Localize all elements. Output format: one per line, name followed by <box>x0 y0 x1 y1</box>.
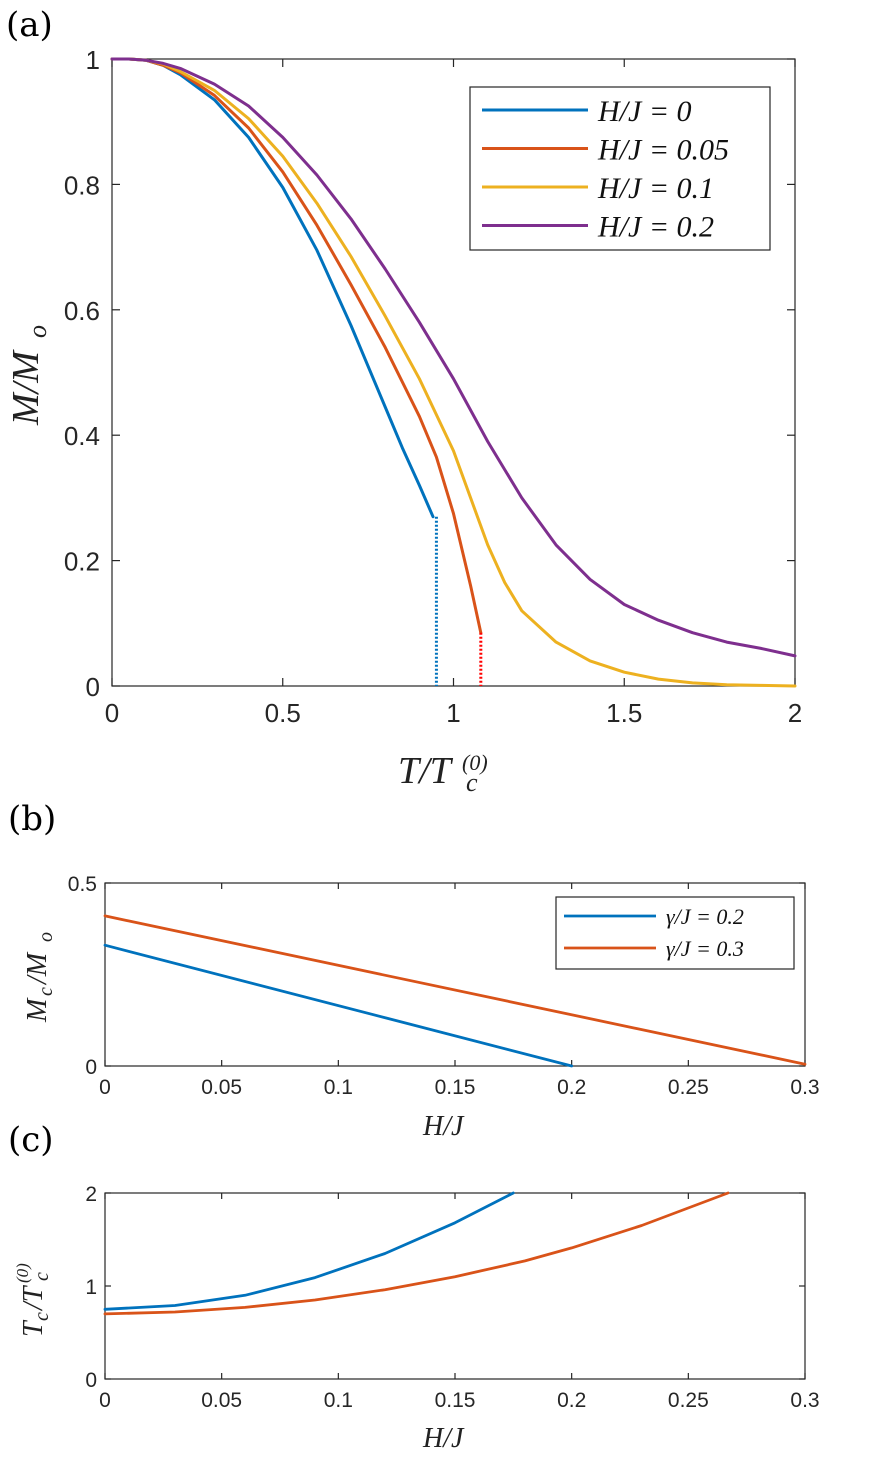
series-line-0 <box>103 943 574 1068</box>
legend-label: H/J = 0.05 <box>597 134 729 167</box>
chart-b: 0 0.05 0.1 0.15 0.2 0.25 0.3 0 0.5 γ/J = 0.2 γ/J =… <box>68 873 820 1099</box>
chart-c: 0 0.05 0.1 0.15 0.2 0.25 0.3 0 1 2 <box>85 1183 819 1412</box>
legend-label: γ/J = 0.2 <box>666 904 744 929</box>
x-tick-label: 0.15 <box>435 1076 476 1099</box>
svg-text:T/T: T/T <box>398 750 454 792</box>
xlabel-b: H/J <box>422 1111 465 1142</box>
x-tick-label: 0.5 <box>265 698 301 728</box>
svg-text:T: T <box>18 1319 49 1337</box>
x-tick-label: 0.05 <box>201 1076 242 1099</box>
panel-label-b: (b) <box>8 799 56 839</box>
y-tick-label: 0.5 <box>68 873 97 896</box>
y-tick-label: 0.2 <box>64 547 100 577</box>
svg-text:(0): (0) <box>13 1263 32 1283</box>
y-tick-label: 0 <box>85 1056 97 1079</box>
x-tick-label: 0.3 <box>790 1076 819 1099</box>
legend-label: H/J = 0.2 <box>597 211 714 244</box>
x-tick-label: 2 <box>788 698 802 728</box>
svg-text:o: o <box>23 325 52 338</box>
x-tick-label: 0.15 <box>435 1389 476 1412</box>
svg-text:c: c <box>31 1312 53 1321</box>
y-tick-label: 0.6 <box>64 296 100 326</box>
legend-box <box>469 86 771 251</box>
svg-text:c: c <box>466 768 478 797</box>
plot-frame <box>104 1192 806 1380</box>
svg-text:M: M <box>22 997 53 1023</box>
series-line-2 <box>110 57 797 688</box>
legend-label: H/J = 0 <box>597 95 692 128</box>
series-line-1 <box>103 914 807 1066</box>
x-tick-label: 1.5 <box>606 698 642 728</box>
chart-a: 0 0.5 1 1.5 2 0 0.2 0.4 0.6 0.8 1 H/J = 0 H/J = 0.05… <box>64 45 802 728</box>
panel-label-a: (a) <box>6 5 53 45</box>
x-tick-label: 0 <box>99 1389 111 1412</box>
x-tick-label: 0 <box>105 698 119 728</box>
series-line-0 <box>103 1191 515 1311</box>
ylabel-b: M c /M o <box>22 932 57 1023</box>
x-tick-label: 0.05 <box>201 1389 242 1412</box>
y-tick-label: 2 <box>85 1183 97 1206</box>
svg-text:H/J: H/J <box>422 1111 465 1142</box>
x-tick-label: 0.2 <box>557 1076 586 1099</box>
svg-text:/M: /M <box>22 951 53 986</box>
y-tick-label: 0 <box>85 1369 97 1392</box>
x-tick-label: 0 <box>99 1076 111 1099</box>
svg-text:/T: /T <box>18 1284 49 1312</box>
x-tick-label: 0.1 <box>324 1389 353 1412</box>
x-tick-label: 0.25 <box>668 1389 709 1412</box>
y-tick-label: 0.4 <box>64 421 100 451</box>
svg-text:o: o <box>35 932 57 942</box>
panel-label-c: (c) <box>8 1120 54 1160</box>
legend-box <box>555 896 795 970</box>
x-tick-label: 0.2 <box>557 1389 586 1412</box>
x-tick-label: 0.3 <box>790 1389 819 1412</box>
svg-text:c: c <box>35 987 57 996</box>
svg-text:H/J: H/J <box>422 1423 465 1454</box>
series-line-1 <box>103 1191 730 1316</box>
y-tick-label: 1 <box>85 1276 97 1299</box>
svg-text:(0): (0) <box>462 750 488 775</box>
ylabel-a: M/M o <box>5 325 52 426</box>
x-tick-label: 0.1 <box>324 1076 353 1099</box>
y-tick-label: 0 <box>86 672 100 702</box>
x-tick-label: 1 <box>446 698 460 728</box>
legend-label: H/J = 0.1 <box>597 172 714 205</box>
xlabel-a: T/T c (0) <box>398 750 488 797</box>
y-tick-label: 1 <box>86 45 100 75</box>
x-tick-label: 0.25 <box>668 1076 709 1099</box>
series-line-3 <box>110 57 797 658</box>
svg-text:M/M: M/M <box>5 349 47 426</box>
xlabel-c: H/J <box>422 1423 465 1454</box>
legend-label: γ/J = 0.3 <box>666 936 744 961</box>
y-tick-label: 0.8 <box>64 170 100 200</box>
svg-text:c: c <box>31 1272 53 1281</box>
ylabel-c: T c /T c (0) <box>13 1263 53 1337</box>
